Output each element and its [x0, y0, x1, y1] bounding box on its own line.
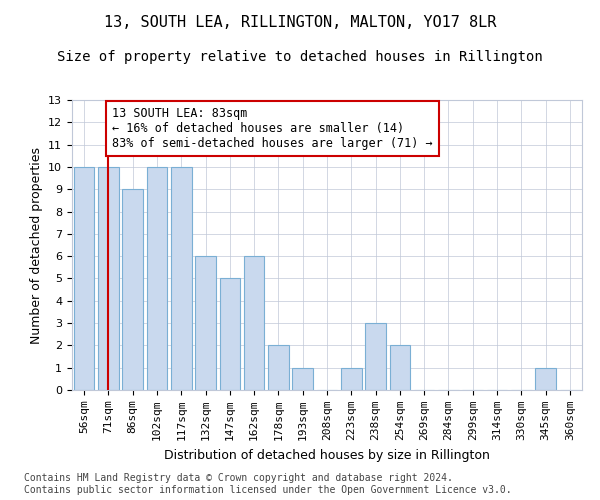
Bar — [98, 167, 119, 390]
Bar — [244, 256, 265, 390]
Bar — [341, 368, 362, 390]
Bar — [389, 346, 410, 390]
Bar — [171, 167, 191, 390]
Y-axis label: Number of detached properties: Number of detached properties — [29, 146, 43, 344]
Bar — [122, 189, 143, 390]
Bar — [220, 278, 240, 390]
Text: 13, SOUTH LEA, RILLINGTON, MALTON, YO17 8LR: 13, SOUTH LEA, RILLINGTON, MALTON, YO17 … — [104, 15, 496, 30]
Text: Contains HM Land Registry data © Crown copyright and database right 2024.
Contai: Contains HM Land Registry data © Crown c… — [24, 474, 512, 495]
Bar — [146, 167, 167, 390]
Text: 13 SOUTH LEA: 83sqm
← 16% of detached houses are smaller (14)
83% of semi-detach: 13 SOUTH LEA: 83sqm ← 16% of detached ho… — [112, 106, 433, 150]
Bar — [292, 368, 313, 390]
Bar — [365, 323, 386, 390]
Bar — [535, 368, 556, 390]
X-axis label: Distribution of detached houses by size in Rillington: Distribution of detached houses by size … — [164, 448, 490, 462]
Text: Size of property relative to detached houses in Rillington: Size of property relative to detached ho… — [57, 50, 543, 64]
Bar — [195, 256, 216, 390]
Bar — [74, 167, 94, 390]
Bar — [268, 346, 289, 390]
